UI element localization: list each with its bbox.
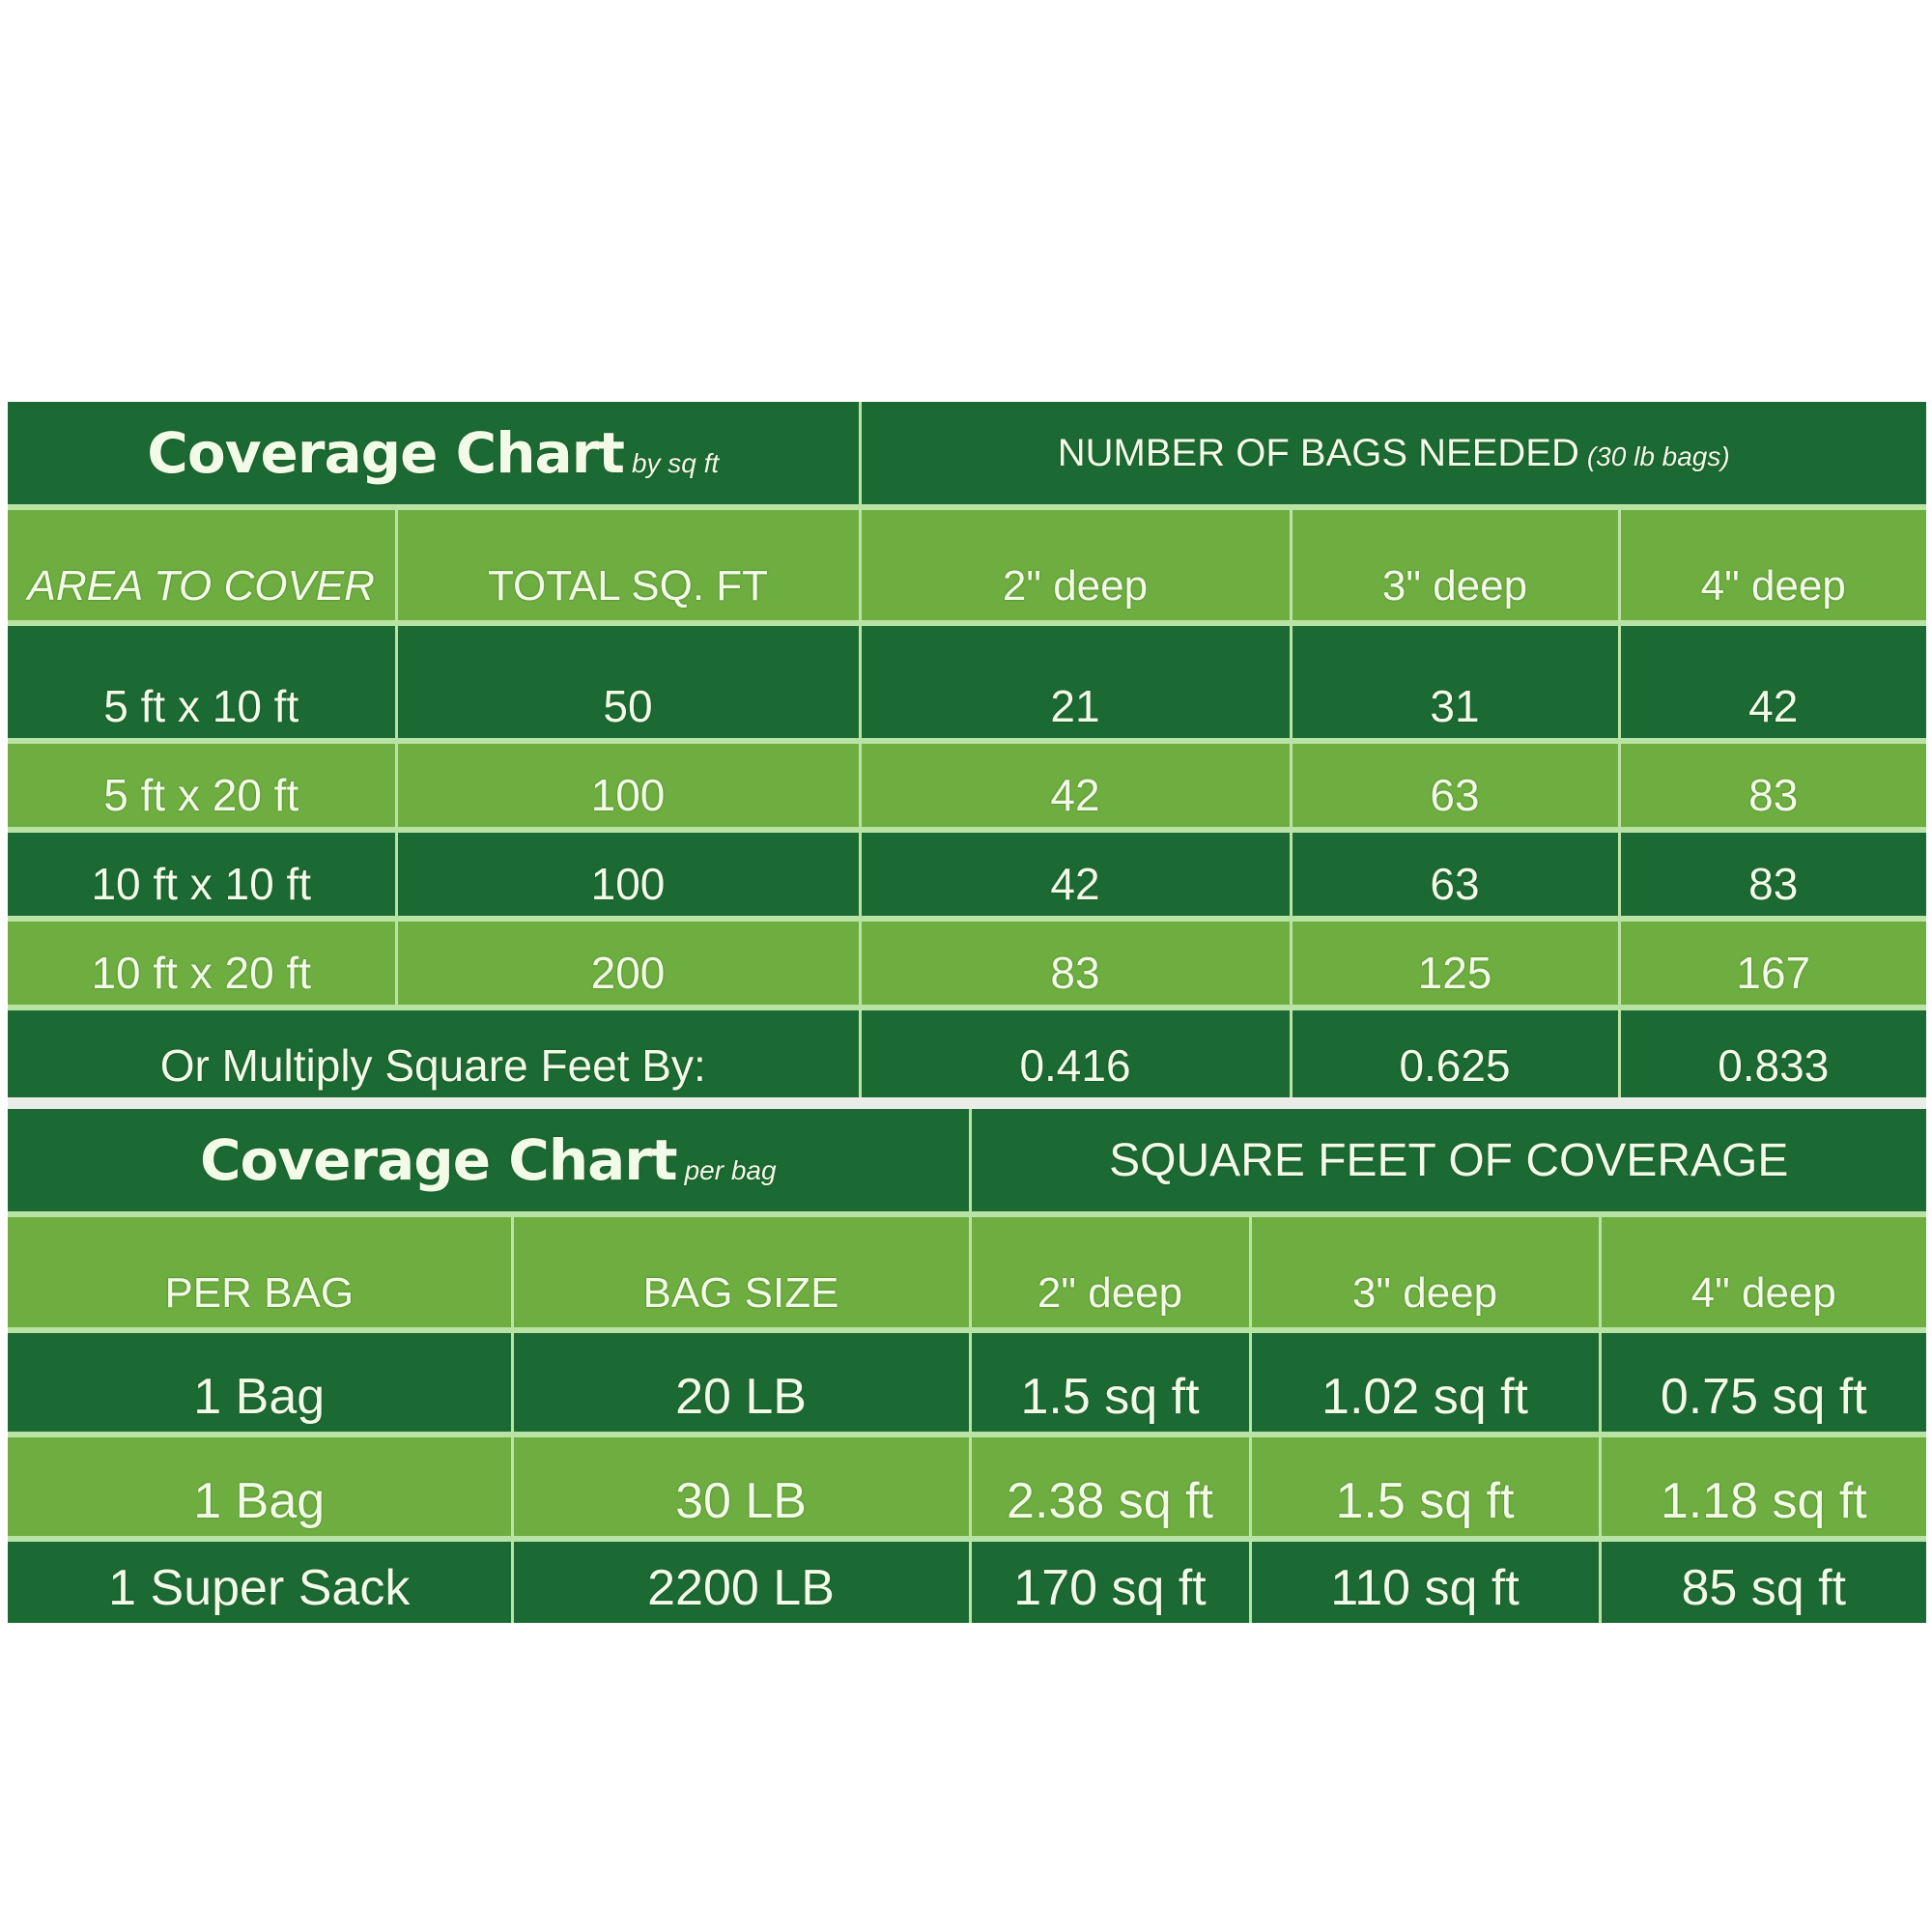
- title-text: Coverage Chart: [199, 1127, 678, 1193]
- cell-2in: 170 sq ft: [968, 1539, 1252, 1623]
- cell-4in: 85 sq ft: [1598, 1539, 1927, 1623]
- table-row: 10 ft x 10 ft 100 42 63 83: [8, 830, 1926, 919]
- cell-3in: 31: [1289, 623, 1621, 741]
- cell-2in: 21: [858, 623, 1293, 741]
- cell-4in: 83: [1617, 830, 1926, 919]
- title-text: Coverage Chart: [147, 420, 625, 486]
- cell-3in: 1.5 sq ft: [1248, 1435, 1602, 1539]
- cell-area: 10 ft x 20 ft: [8, 919, 398, 1008]
- cell-4in: 83: [1617, 741, 1926, 830]
- col-header-bag-size: BAG SIZE: [510, 1214, 972, 1330]
- sqft-coverage-header: SQUARE FEET OF COVERAGE: [968, 1109, 1927, 1214]
- cell-per-bag: 1 Super Sack: [8, 1539, 514, 1623]
- cell-3in: 1.02 sq ft: [1248, 1330, 1602, 1435]
- cell-2in: 83: [858, 919, 1293, 1008]
- coverage-by-sqft-table: Coverage Chart by sq ft NUMBER OF BAGS NE…: [8, 402, 1926, 1097]
- table-title-row: Coverage Chart per bag SQUARE FEET OF COV…: [8, 1109, 1927, 1214]
- title-subtext: per bag: [684, 1155, 777, 1185]
- bags-needed-header: NUMBER OF BAGS NEEDED (30 lb bags): [858, 402, 1926, 507]
- cell-total: 50: [394, 623, 862, 741]
- multiplier-row: Or Multiply Square Feet By: 0.416 0.625 …: [8, 1008, 1926, 1097]
- table-title: Coverage Chart per bag: [8, 1109, 972, 1214]
- cell-area: 10 ft x 10 ft: [8, 830, 398, 919]
- multiplier-4in: 0.833: [1617, 1008, 1926, 1097]
- bags-needed-label: NUMBER OF BAGS NEEDED: [1057, 431, 1579, 474]
- col-header-4in: 4" deep: [1617, 507, 1926, 623]
- cell-3in: 63: [1289, 741, 1621, 830]
- cell-3in: 125: [1289, 919, 1621, 1008]
- col-header-3in: 3" deep: [1248, 1214, 1602, 1330]
- cell-2in: 1.5 sq ft: [968, 1330, 1252, 1435]
- cell-area: 5 ft x 20 ft: [8, 741, 398, 830]
- col-header-total: TOTAL SQ. FT: [394, 507, 862, 623]
- cell-2in: 2.38 sq ft: [968, 1435, 1252, 1539]
- coverage-chart-sheet: Coverage Chart by sq ft NUMBER OF BAGS NE…: [8, 402, 1927, 1623]
- cell-4in: 0.75 sq ft: [1598, 1330, 1927, 1435]
- col-header-4in: 4" deep: [1598, 1214, 1927, 1330]
- cell-total: 100: [394, 830, 862, 919]
- table-row: 1 Super Sack 2200 LB 170 sq ft 110 sq ft…: [8, 1539, 1927, 1623]
- cell-area: 5 ft x 10 ft: [8, 623, 398, 741]
- col-header-per-bag: PER BAG: [8, 1214, 514, 1330]
- cell-bag-size: 20 LB: [510, 1330, 972, 1435]
- col-header-area: AREA TO COVER: [8, 507, 398, 623]
- table-row: 10 ft x 20 ft 200 83 125 167: [8, 919, 1926, 1008]
- cell-bag-size: 2200 LB: [510, 1539, 972, 1623]
- cell-2in: 42: [858, 830, 1293, 919]
- table-row: 1 Bag 30 LB 2.38 sq ft 1.5 sq ft 1.18 sq…: [8, 1435, 1927, 1539]
- cell-bag-size: 30 LB: [510, 1435, 972, 1539]
- cell-3in: 63: [1289, 830, 1621, 919]
- cell-total: 100: [394, 741, 862, 830]
- column-header-row: PER BAG BAG SIZE 2" deep 3" deep 4" deep: [8, 1214, 1927, 1330]
- cell-per-bag: 1 Bag: [8, 1330, 514, 1435]
- cell-total: 200: [394, 919, 862, 1008]
- multiplier-label: Or Multiply Square Feet By:: [8, 1008, 862, 1097]
- table-title: Coverage Chart by sq ft: [8, 402, 862, 507]
- cell-4in: 167: [1617, 919, 1926, 1008]
- table-row: 5 ft x 10 ft 50 21 31 42: [8, 623, 1926, 741]
- column-header-row: AREA TO COVER TOTAL SQ. FT 2" deep 3" de…: [8, 507, 1926, 623]
- cell-per-bag: 1 Bag: [8, 1435, 514, 1539]
- cell-2in: 42: [858, 741, 1293, 830]
- col-header-3in: 3" deep: [1289, 507, 1621, 623]
- multiplier-3in: 0.625: [1289, 1008, 1621, 1097]
- cell-3in: 110 sq ft: [1248, 1539, 1602, 1623]
- table-row: 5 ft x 20 ft 100 42 63 83: [8, 741, 1926, 830]
- table-title-row: Coverage Chart by sq ft NUMBER OF BAGS NE…: [8, 402, 1926, 507]
- col-header-2in: 2" deep: [858, 507, 1293, 623]
- title-subtext: by sq ft: [631, 448, 720, 478]
- bag-weight-note: (30 lb bags): [1586, 440, 1730, 471]
- coverage-per-bag-table: Coverage Chart per bag SQUARE FEET OF COV…: [8, 1109, 1927, 1623]
- multiplier-2in: 0.416: [858, 1008, 1293, 1097]
- col-header-2in: 2" deep: [968, 1214, 1252, 1330]
- cell-4in: 42: [1617, 623, 1926, 741]
- cell-4in: 1.18 sq ft: [1598, 1435, 1927, 1539]
- table-divider: [8, 1097, 1926, 1109]
- table-row: 1 Bag 20 LB 1.5 sq ft 1.02 sq ft 0.75 sq…: [8, 1330, 1927, 1435]
